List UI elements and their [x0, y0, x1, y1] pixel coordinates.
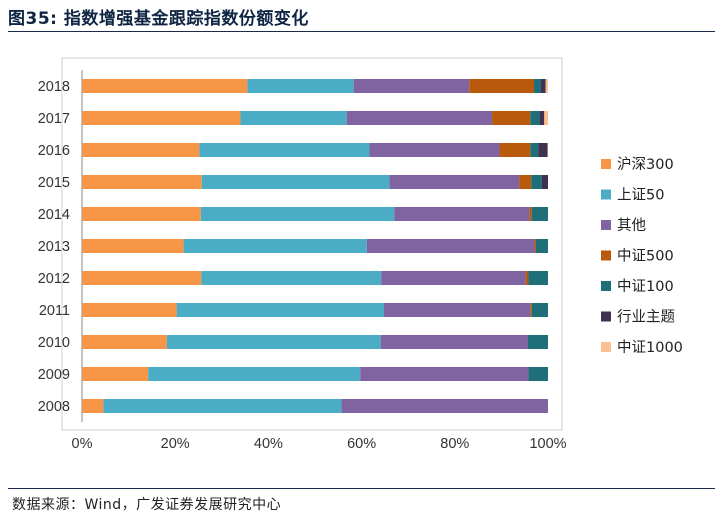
bar-2010-series-4	[527, 335, 548, 349]
legend-swatch	[601, 311, 611, 322]
bar-2018-series-4	[534, 79, 542, 93]
bar-2017-series-6	[544, 111, 548, 125]
bar-2017-series-0	[82, 111, 241, 125]
bar-2009-series-0	[82, 367, 149, 381]
bar-2018-series-6	[545, 79, 548, 93]
bar-2015-series-3	[519, 175, 532, 189]
bar-2012-series-2	[381, 271, 526, 285]
bar-2012-series-0	[82, 271, 202, 285]
bar-2017-series-4	[530, 111, 540, 125]
bar-2015-series-5	[541, 175, 548, 189]
y-tick-label: 2009	[38, 367, 70, 383]
bar-2017-series-2	[346, 111, 493, 125]
y-tick-label: 2017	[38, 111, 70, 127]
legend-label: 行业主题	[617, 309, 675, 326]
bar-2009-series-1	[148, 367, 361, 381]
legend-label: 上证50	[617, 187, 664, 204]
bar-2013-series-2	[366, 239, 535, 253]
bar-2018-series-5	[541, 79, 546, 93]
bar-2015-series-4	[531, 175, 542, 189]
legend-swatch	[601, 281, 611, 291]
bar-2017-series-1	[240, 111, 347, 125]
bar-2014-series-4	[531, 207, 548, 221]
bar-2008-series-2	[341, 399, 548, 413]
bar-2015-series-2	[389, 175, 520, 189]
y-tick-label: 2018	[38, 79, 70, 95]
plot-frame	[61, 57, 563, 431]
bar-2016-series-3	[499, 143, 531, 157]
bar-2017-series-3	[492, 111, 531, 125]
bar-2011-series-1	[176, 303, 384, 317]
legend-swatch	[601, 250, 611, 261]
bar-2014-series-0	[82, 207, 201, 221]
bar-2012-series-4	[528, 271, 548, 285]
y-tick-label: 2008	[38, 399, 70, 415]
bar-2015-series-0	[82, 175, 202, 189]
top-divider	[8, 31, 715, 32]
legend-label: 中证100	[617, 278, 674, 295]
legend-swatch	[601, 159, 611, 169]
bar-2018-series-0	[82, 79, 248, 93]
bar-2015-series-1	[201, 175, 390, 189]
bar-2013-series-4	[535, 239, 548, 253]
bar-2011-series-4	[531, 303, 548, 317]
bar-2016-series-1	[199, 143, 370, 157]
bar-2011-series-3	[530, 303, 532, 317]
bar-2016-series-2	[369, 143, 500, 157]
bar-2014-series-1	[200, 207, 395, 221]
x-tick-label: 40%	[254, 436, 283, 452]
legend-swatch	[601, 189, 611, 200]
legend-label: 中证1000	[617, 339, 683, 356]
x-tick-label: 0%	[72, 436, 93, 452]
bar-2008-series-0	[82, 399, 104, 413]
y-tick-label: 2015	[38, 175, 70, 191]
bar-2013-series-1	[183, 239, 367, 253]
bar-2012-series-1	[201, 271, 382, 285]
bar-2010-series-2	[380, 335, 528, 349]
bar-2009-series-4	[528, 367, 548, 381]
bottom-divider	[8, 488, 715, 489]
bar-2008-series-1	[103, 399, 342, 413]
y-tick-label: 2013	[38, 239, 70, 255]
bar-2016-series-5	[538, 143, 548, 157]
source-note: 数据来源：Wind，广发证券发展研究中心	[12, 497, 282, 513]
bar-2017-series-5	[539, 111, 545, 125]
y-tick-label: 2011	[39, 303, 70, 319]
legend-swatch	[601, 220, 611, 230]
x-tick-label: 80%	[440, 436, 469, 452]
legend-label: 中证500	[617, 248, 674, 265]
figure-title: 图35: 指数增强基金跟踪指数份额变化	[8, 9, 309, 29]
bar-2016-series-0	[82, 143, 200, 157]
y-tick-label: 2012	[38, 271, 70, 287]
x-tick-label: 20%	[161, 436, 190, 452]
bar-2018-series-1	[247, 79, 354, 93]
bar-2018-series-3	[469, 79, 535, 93]
bar-2011-series-0	[82, 303, 177, 317]
y-tick-label: 2016	[38, 143, 70, 159]
y-tick-label: 2010	[38, 335, 70, 351]
x-tick-label: 100%	[529, 436, 566, 452]
legend-label: 其他	[617, 217, 646, 234]
stacked-bar-chart: 2018 2017 2016 2015 2014 2013 2012 2011 2010 2009…	[38, 57, 683, 452]
bar-2009-series-2	[360, 367, 529, 381]
legend-swatch	[601, 342, 611, 352]
bar-2011-series-2	[383, 303, 531, 317]
bar-2010-series-1	[166, 335, 381, 349]
bar-2014-series-3	[529, 207, 532, 221]
bar-2010-series-0	[82, 335, 167, 349]
bar-2018-series-2	[353, 79, 470, 93]
bar-2016-series-4	[530, 143, 539, 157]
bar-2014-series-2	[394, 207, 530, 221]
bar-2013-series-3	[534, 239, 536, 253]
bar-2012-series-3	[525, 271, 529, 285]
x-tick-label: 60%	[347, 436, 376, 452]
bar-2013-series-0	[82, 239, 184, 253]
y-tick-label: 2014	[38, 207, 70, 223]
legend-label: 沪深300	[617, 156, 674, 173]
